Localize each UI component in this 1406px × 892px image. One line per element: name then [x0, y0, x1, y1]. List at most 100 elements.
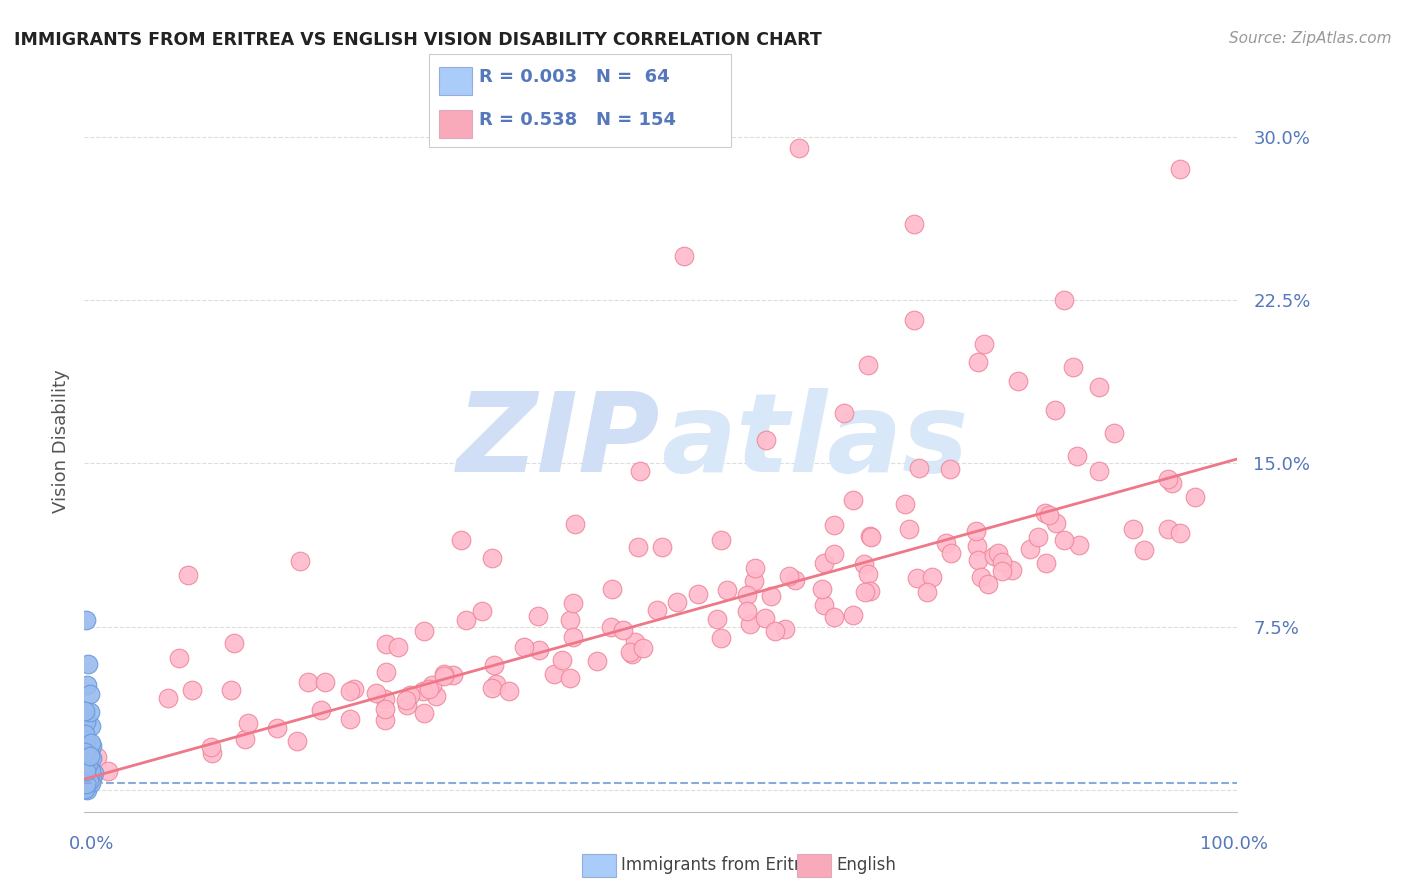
Point: [79, 773, 101, 788]
Point: [418, 682, 440, 697]
Point: [76, 745, 98, 759]
Point: [374, 714, 396, 728]
Point: [75, 739, 97, 754]
Point: [79, 767, 101, 781]
Point: [394, 692, 416, 706]
Point: [482, 657, 505, 672]
Point: [79, 705, 101, 719]
Point: [991, 564, 1014, 578]
Point: [485, 677, 508, 691]
Point: [1035, 557, 1057, 571]
Text: R = 0.003   N =  64: R = 0.003 N = 64: [479, 68, 671, 86]
Point: [619, 645, 641, 659]
Point: [498, 684, 520, 698]
Point: [177, 568, 200, 582]
Point: [288, 554, 311, 568]
Point: [1157, 522, 1180, 536]
Point: [481, 681, 503, 695]
Point: [1132, 542, 1154, 557]
Point: [983, 549, 1005, 564]
Point: [562, 630, 585, 644]
Point: [285, 733, 308, 747]
Point: [80, 719, 103, 733]
Point: [73, 740, 96, 755]
Point: [970, 570, 993, 584]
Point: [433, 669, 456, 683]
Point: [86, 750, 108, 764]
Point: [82, 751, 104, 765]
Point: [201, 746, 224, 760]
Point: [853, 584, 876, 599]
Point: [1043, 403, 1066, 417]
Point: [941, 546, 963, 560]
Point: [1168, 162, 1191, 177]
Point: [905, 571, 928, 585]
Point: [79, 747, 101, 761]
Point: [1019, 541, 1042, 556]
Point: [754, 611, 776, 625]
Point: [824, 547, 846, 561]
Point: [761, 589, 783, 603]
Text: ZIP: ZIP: [457, 388, 661, 495]
Point: [1104, 425, 1126, 440]
Point: [1067, 538, 1090, 552]
Point: [1062, 359, 1084, 374]
Point: [529, 643, 551, 657]
Point: [706, 611, 728, 625]
Text: 0.0%: 0.0%: [69, 835, 114, 853]
Point: [778, 569, 800, 583]
Point: [1157, 472, 1180, 486]
Point: [908, 460, 931, 475]
Point: [75, 742, 97, 756]
Point: [413, 624, 436, 639]
Point: [235, 731, 257, 746]
Point: [543, 666, 565, 681]
Point: [97, 764, 120, 779]
Point: [939, 462, 962, 476]
Point: [75, 747, 97, 762]
Point: [77, 757, 100, 772]
Point: [412, 706, 434, 720]
Point: [79, 749, 101, 764]
Point: [441, 668, 464, 682]
Point: [75, 737, 97, 751]
Text: Source: ZipAtlas.com: Source: ZipAtlas.com: [1229, 31, 1392, 46]
Point: [526, 608, 548, 623]
Point: [624, 635, 647, 649]
Point: [339, 712, 361, 726]
Point: [339, 683, 361, 698]
Point: [710, 533, 733, 547]
Point: [73, 768, 96, 782]
Point: [823, 609, 845, 624]
Point: [481, 550, 503, 565]
Point: [1122, 523, 1144, 537]
Text: English: English: [837, 856, 897, 874]
Point: [621, 647, 644, 661]
Point: [79, 776, 101, 790]
Point: [626, 540, 648, 554]
Point: [903, 313, 925, 327]
Point: [343, 682, 366, 697]
Point: [76, 773, 98, 788]
Point: [1066, 450, 1088, 464]
Point: [77, 776, 100, 790]
Point: [80, 736, 103, 750]
Point: [73, 731, 96, 746]
Point: [374, 702, 396, 716]
Point: [860, 530, 883, 544]
Point: [76, 782, 98, 797]
Y-axis label: Vision Disability: Vision Disability: [52, 369, 70, 514]
Point: [513, 640, 536, 654]
Point: [75, 704, 97, 718]
Point: [314, 675, 336, 690]
Point: [783, 574, 806, 588]
Point: [586, 654, 609, 668]
Point: [628, 464, 651, 478]
Point: [76, 678, 98, 692]
Point: [1053, 533, 1076, 548]
Point: [266, 721, 288, 735]
Point: [631, 641, 654, 656]
Point: [75, 743, 97, 757]
Point: [1001, 563, 1024, 577]
Point: [967, 355, 990, 369]
